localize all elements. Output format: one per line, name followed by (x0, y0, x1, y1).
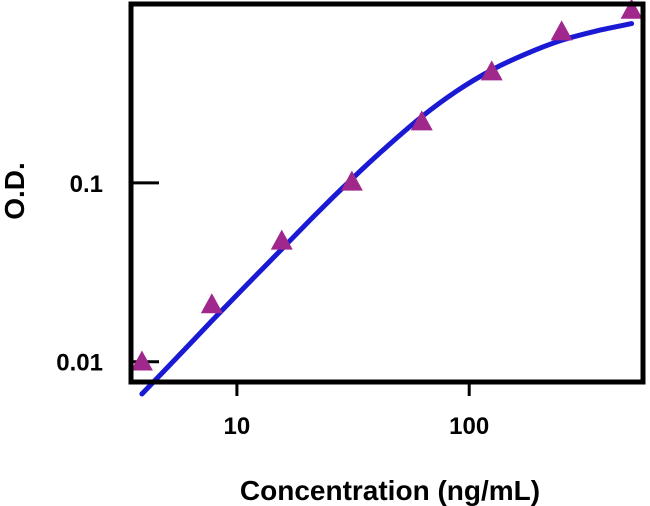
data-point-triangle (130, 350, 153, 371)
y-tick-label: 0.1 (70, 171, 103, 198)
data-point-triangle (200, 293, 223, 314)
data-point-triangle (340, 170, 363, 191)
plot-frame (128, 1, 646, 385)
y-tick-label: 0.01 (56, 350, 103, 377)
x-axis-title: Concentration (ng/mL) (240, 475, 540, 506)
data-point-triangle (620, 0, 643, 19)
data-point-triangle (550, 20, 573, 41)
data-point-triangle (410, 110, 433, 131)
fit-curve-layer (139, 21, 635, 397)
data-point-triangle (270, 229, 293, 250)
data-points-layer (130, 0, 643, 371)
fit-curve (139, 21, 635, 397)
axis-tick-labels: 10 100 0.01 0.1 (56, 171, 489, 440)
y-axis-title: O.D. (0, 162, 30, 220)
x-tick-label: 10 (224, 413, 251, 440)
x-tick-label: 100 (449, 413, 489, 440)
data-point-triangle (480, 60, 503, 81)
